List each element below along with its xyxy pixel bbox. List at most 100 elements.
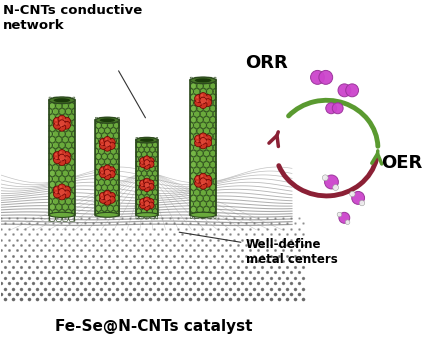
Circle shape — [332, 103, 343, 114]
Circle shape — [194, 139, 202, 147]
Circle shape — [145, 157, 147, 159]
Circle shape — [55, 191, 57, 194]
Circle shape — [110, 144, 112, 146]
Circle shape — [108, 167, 115, 174]
Circle shape — [108, 170, 115, 178]
Circle shape — [205, 96, 208, 99]
Circle shape — [201, 183, 203, 185]
Circle shape — [108, 142, 115, 149]
Circle shape — [58, 154, 65, 161]
Circle shape — [144, 160, 150, 165]
Circle shape — [105, 146, 107, 148]
Circle shape — [345, 220, 350, 225]
Bar — [49, 100, 75, 215]
Circle shape — [204, 135, 212, 143]
Circle shape — [63, 156, 71, 164]
Circle shape — [53, 117, 61, 125]
Circle shape — [110, 140, 112, 142]
Circle shape — [53, 186, 61, 194]
Ellipse shape — [54, 98, 70, 102]
Circle shape — [58, 150, 66, 157]
Circle shape — [63, 121, 71, 129]
Circle shape — [55, 157, 57, 160]
Ellipse shape — [96, 117, 119, 123]
Circle shape — [58, 192, 66, 200]
Circle shape — [204, 99, 212, 107]
Circle shape — [100, 170, 107, 178]
Circle shape — [322, 175, 328, 181]
Circle shape — [149, 181, 151, 183]
Circle shape — [148, 202, 154, 209]
Circle shape — [205, 181, 208, 183]
Circle shape — [139, 158, 146, 164]
Circle shape — [139, 202, 146, 209]
Circle shape — [58, 115, 66, 123]
Circle shape — [148, 183, 154, 190]
Circle shape — [104, 190, 111, 198]
Circle shape — [204, 139, 212, 147]
Circle shape — [199, 101, 207, 109]
Circle shape — [63, 151, 71, 159]
Circle shape — [64, 123, 67, 125]
Circle shape — [148, 180, 154, 187]
Ellipse shape — [96, 213, 119, 217]
Circle shape — [145, 179, 147, 181]
Circle shape — [201, 94, 203, 97]
Circle shape — [149, 203, 151, 205]
Circle shape — [144, 201, 150, 206]
Circle shape — [205, 177, 208, 179]
Circle shape — [101, 168, 103, 170]
Circle shape — [149, 185, 151, 187]
Circle shape — [58, 189, 65, 195]
Circle shape — [110, 194, 112, 196]
Circle shape — [194, 95, 202, 102]
Circle shape — [145, 205, 147, 207]
Bar — [96, 120, 119, 215]
Circle shape — [104, 141, 110, 147]
Circle shape — [100, 192, 107, 199]
Circle shape — [352, 191, 365, 204]
Circle shape — [101, 197, 103, 200]
Circle shape — [199, 141, 207, 149]
Circle shape — [144, 178, 150, 185]
Ellipse shape — [190, 212, 216, 217]
Circle shape — [64, 153, 67, 156]
Bar — [190, 80, 195, 215]
Circle shape — [60, 186, 62, 188]
Circle shape — [100, 138, 107, 146]
Circle shape — [144, 162, 150, 169]
Circle shape — [337, 212, 342, 217]
Circle shape — [58, 120, 65, 127]
Circle shape — [144, 185, 150, 192]
Text: N-CNTs conductive
network: N-CNTs conductive network — [3, 4, 142, 32]
Circle shape — [60, 117, 62, 119]
Circle shape — [333, 185, 339, 190]
Circle shape — [139, 199, 146, 205]
Bar — [96, 120, 100, 215]
Circle shape — [104, 195, 110, 201]
Ellipse shape — [195, 78, 211, 82]
Circle shape — [148, 161, 154, 168]
Circle shape — [144, 156, 150, 162]
Circle shape — [58, 184, 66, 192]
Text: OER: OER — [381, 154, 422, 172]
Circle shape — [60, 125, 62, 127]
Circle shape — [55, 119, 57, 121]
Bar — [136, 140, 140, 215]
Circle shape — [110, 197, 112, 200]
Circle shape — [104, 172, 111, 180]
Circle shape — [144, 197, 150, 204]
Circle shape — [53, 190, 61, 198]
Circle shape — [63, 186, 71, 194]
Circle shape — [139, 161, 146, 168]
Circle shape — [201, 102, 203, 105]
Circle shape — [319, 70, 333, 85]
Circle shape — [100, 142, 107, 149]
Circle shape — [194, 135, 202, 143]
Circle shape — [205, 100, 208, 102]
Circle shape — [201, 142, 203, 145]
Circle shape — [196, 96, 198, 99]
Circle shape — [205, 140, 208, 143]
Circle shape — [60, 151, 62, 154]
Circle shape — [194, 99, 202, 107]
